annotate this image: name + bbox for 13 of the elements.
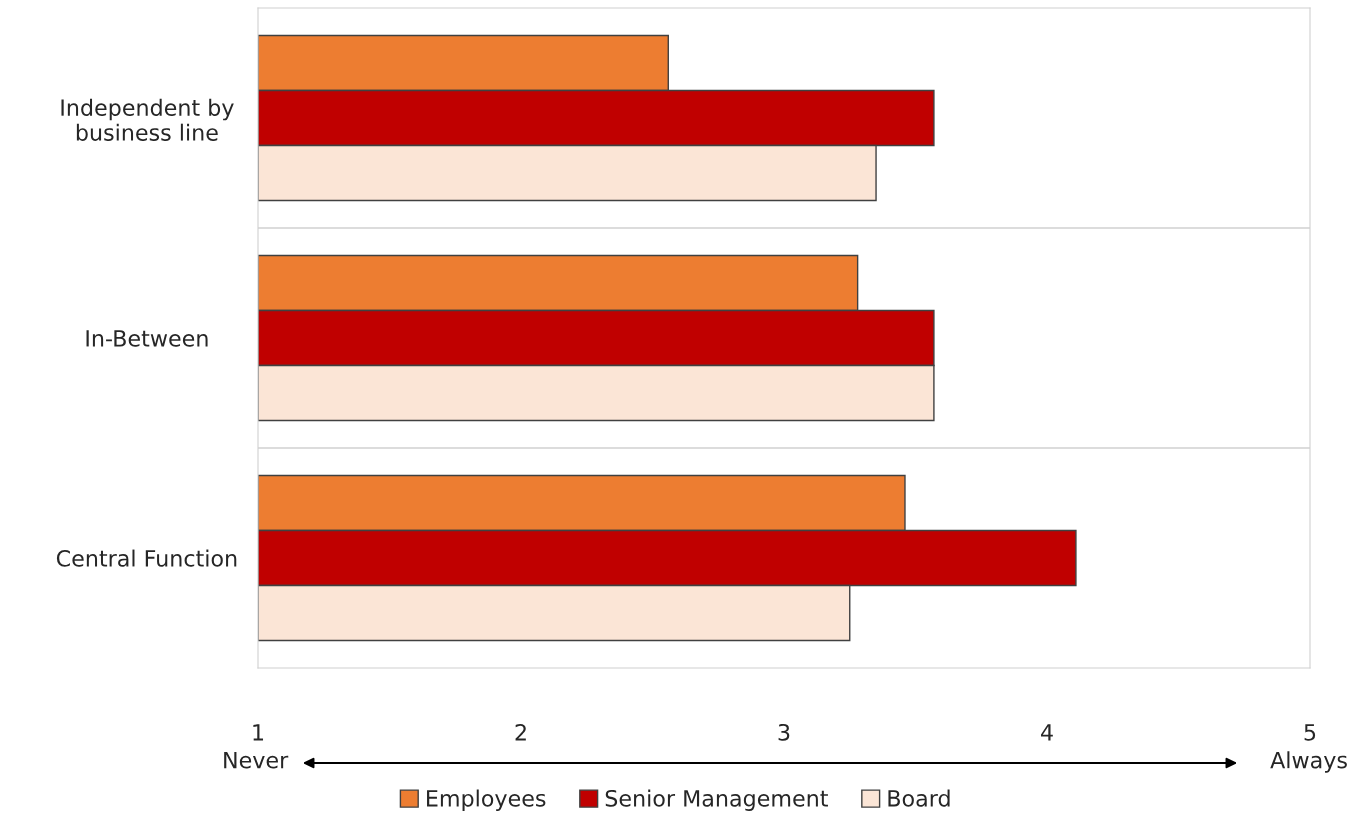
legend-label: Employees — [427, 789, 546, 811]
y-tick-label: In-Between — [86, 330, 208, 347]
legend-label: Board — [888, 789, 950, 807]
x-tick-label: 4 — [1041, 724, 1053, 741]
x-tick-label: 5 — [1304, 724, 1316, 741]
x-tick-label: 2 — [515, 723, 526, 741]
x-tick-label: 1 — [253, 724, 264, 741]
y-tick-label: Independent by business line — [61, 98, 234, 141]
legend-label: Senior Management — [605, 789, 828, 811]
y-tick-label: Central Function — [56, 549, 237, 567]
text: Never — [224, 751, 289, 769]
x-tick-label: 3 — [778, 723, 790, 741]
text: Always — [1270, 751, 1347, 773]
